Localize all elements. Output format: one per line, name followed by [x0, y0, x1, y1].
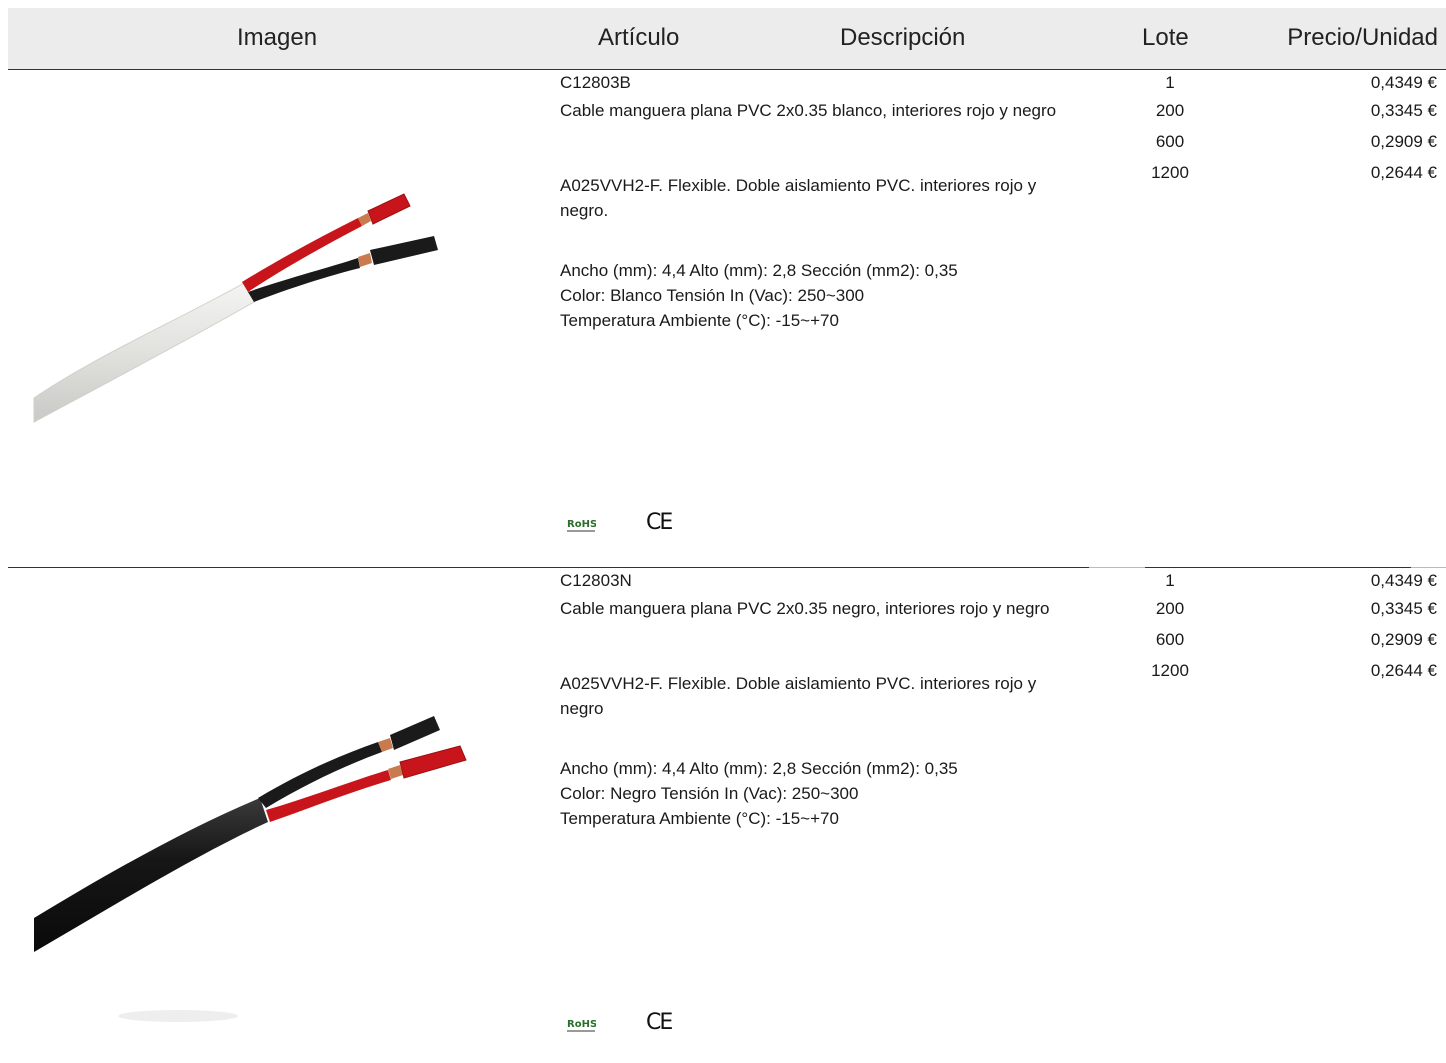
header-image: Imagen: [237, 24, 318, 51]
svg-text:RoHS: RoHS: [567, 1019, 596, 1030]
header-unit-price: Precio/Unidad: [1287, 24, 1438, 51]
table-header: Imagen Artículo Descripción Lote Precio/…: [8, 8, 1446, 70]
lot-value: 600: [1155, 630, 1185, 649]
product-row: C12803N Cable manguera plana PVC 2x0.35 …: [0, 568, 1446, 1063]
product-row: C12803B Cable manguera plana PVC 2x0.35 …: [0, 70, 1446, 565]
ce-mark-icon: CE: [646, 510, 673, 535]
price-value: 0,2644 €: [1370, 661, 1437, 680]
ce-mark-icon: CE: [646, 1010, 673, 1035]
price-value: 0,2644 €: [1370, 163, 1437, 182]
spec-dimensions: Ancho (mm): 4,4 Alto (mm): 2,8 Sección (…: [560, 261, 958, 280]
product-spec: A025VVH2-F. Flexible. Doble aislamiento …: [560, 176, 1037, 220]
price-column: 0,4349 € 0,3345 € 0,2909 € 0,2644 €: [1277, 73, 1437, 194]
price-value: 0,2909 €: [1370, 630, 1437, 649]
svg-text:RoHS: RoHS: [567, 519, 596, 530]
lot-value: 200: [1155, 599, 1185, 618]
lot-column: 1 200 600 1200: [1120, 73, 1220, 194]
lot-value: 1200: [1151, 163, 1189, 182]
lot-value: 1200: [1151, 661, 1189, 680]
spec-color-voltage: Color: Negro Tensión In (Vac): 250~300: [560, 784, 859, 803]
rohs-logo-icon: RoHS: [567, 1019, 596, 1032]
price-value: 0,4349 €: [1370, 571, 1437, 590]
spec-temperature: Temperatura Ambiente (°C): -15~+70: [560, 311, 839, 330]
lot-value: 1: [1165, 73, 1175, 92]
price-value: 0,2909 €: [1370, 132, 1437, 151]
lot-value: 600: [1155, 132, 1185, 151]
product-image-black-cable: [34, 716, 467, 1022]
rohs-logo-icon: RoHS: [567, 519, 596, 532]
row-divider: [8, 567, 1446, 568]
header-description: Descripción: [840, 24, 966, 51]
spec-temperature: Temperatura Ambiente (°C): -15~+70: [560, 809, 839, 828]
product-code: C12803B: [560, 73, 631, 92]
product-title: Cable manguera plana PVC 2x0.35 negro, i…: [560, 599, 1050, 618]
lot-value: 200: [1155, 101, 1185, 120]
spec-dimensions: Ancho (mm): 4,4 Alto (mm): 2,8 Sección (…: [560, 759, 958, 778]
product-technical-specs: Ancho (mm): 4,4 Alto (mm): 2,8 Sección (…: [560, 258, 1100, 333]
price-column: 0,4349 € 0,3345 € 0,2909 € 0,2644 €: [1277, 571, 1437, 692]
spec-color-voltage: Color: Blanco Tensión In (Vac): 250~300: [560, 286, 865, 305]
price-value: 0,4349 €: [1370, 73, 1437, 92]
lot-column: 1 200 600 1200: [1120, 571, 1220, 692]
product-title: Cable manguera plana PVC 2x0.35 blanco, …: [560, 101, 1057, 120]
product-technical-specs: Ancho (mm): 4,4 Alto (mm): 2,8 Sección (…: [560, 756, 1100, 831]
lot-value: 1: [1165, 571, 1175, 590]
price-value: 0,3345 €: [1370, 101, 1437, 120]
header-article: Artículo: [598, 24, 680, 51]
header-lot: Lote: [1142, 24, 1189, 51]
price-value: 0,3345 €: [1370, 599, 1437, 618]
product-image-white-cable: [33, 193, 438, 423]
product-code: C12803N: [560, 571, 632, 590]
product-spec: A025VVH2-F. Flexible. Doble aislamiento …: [560, 674, 1037, 718]
